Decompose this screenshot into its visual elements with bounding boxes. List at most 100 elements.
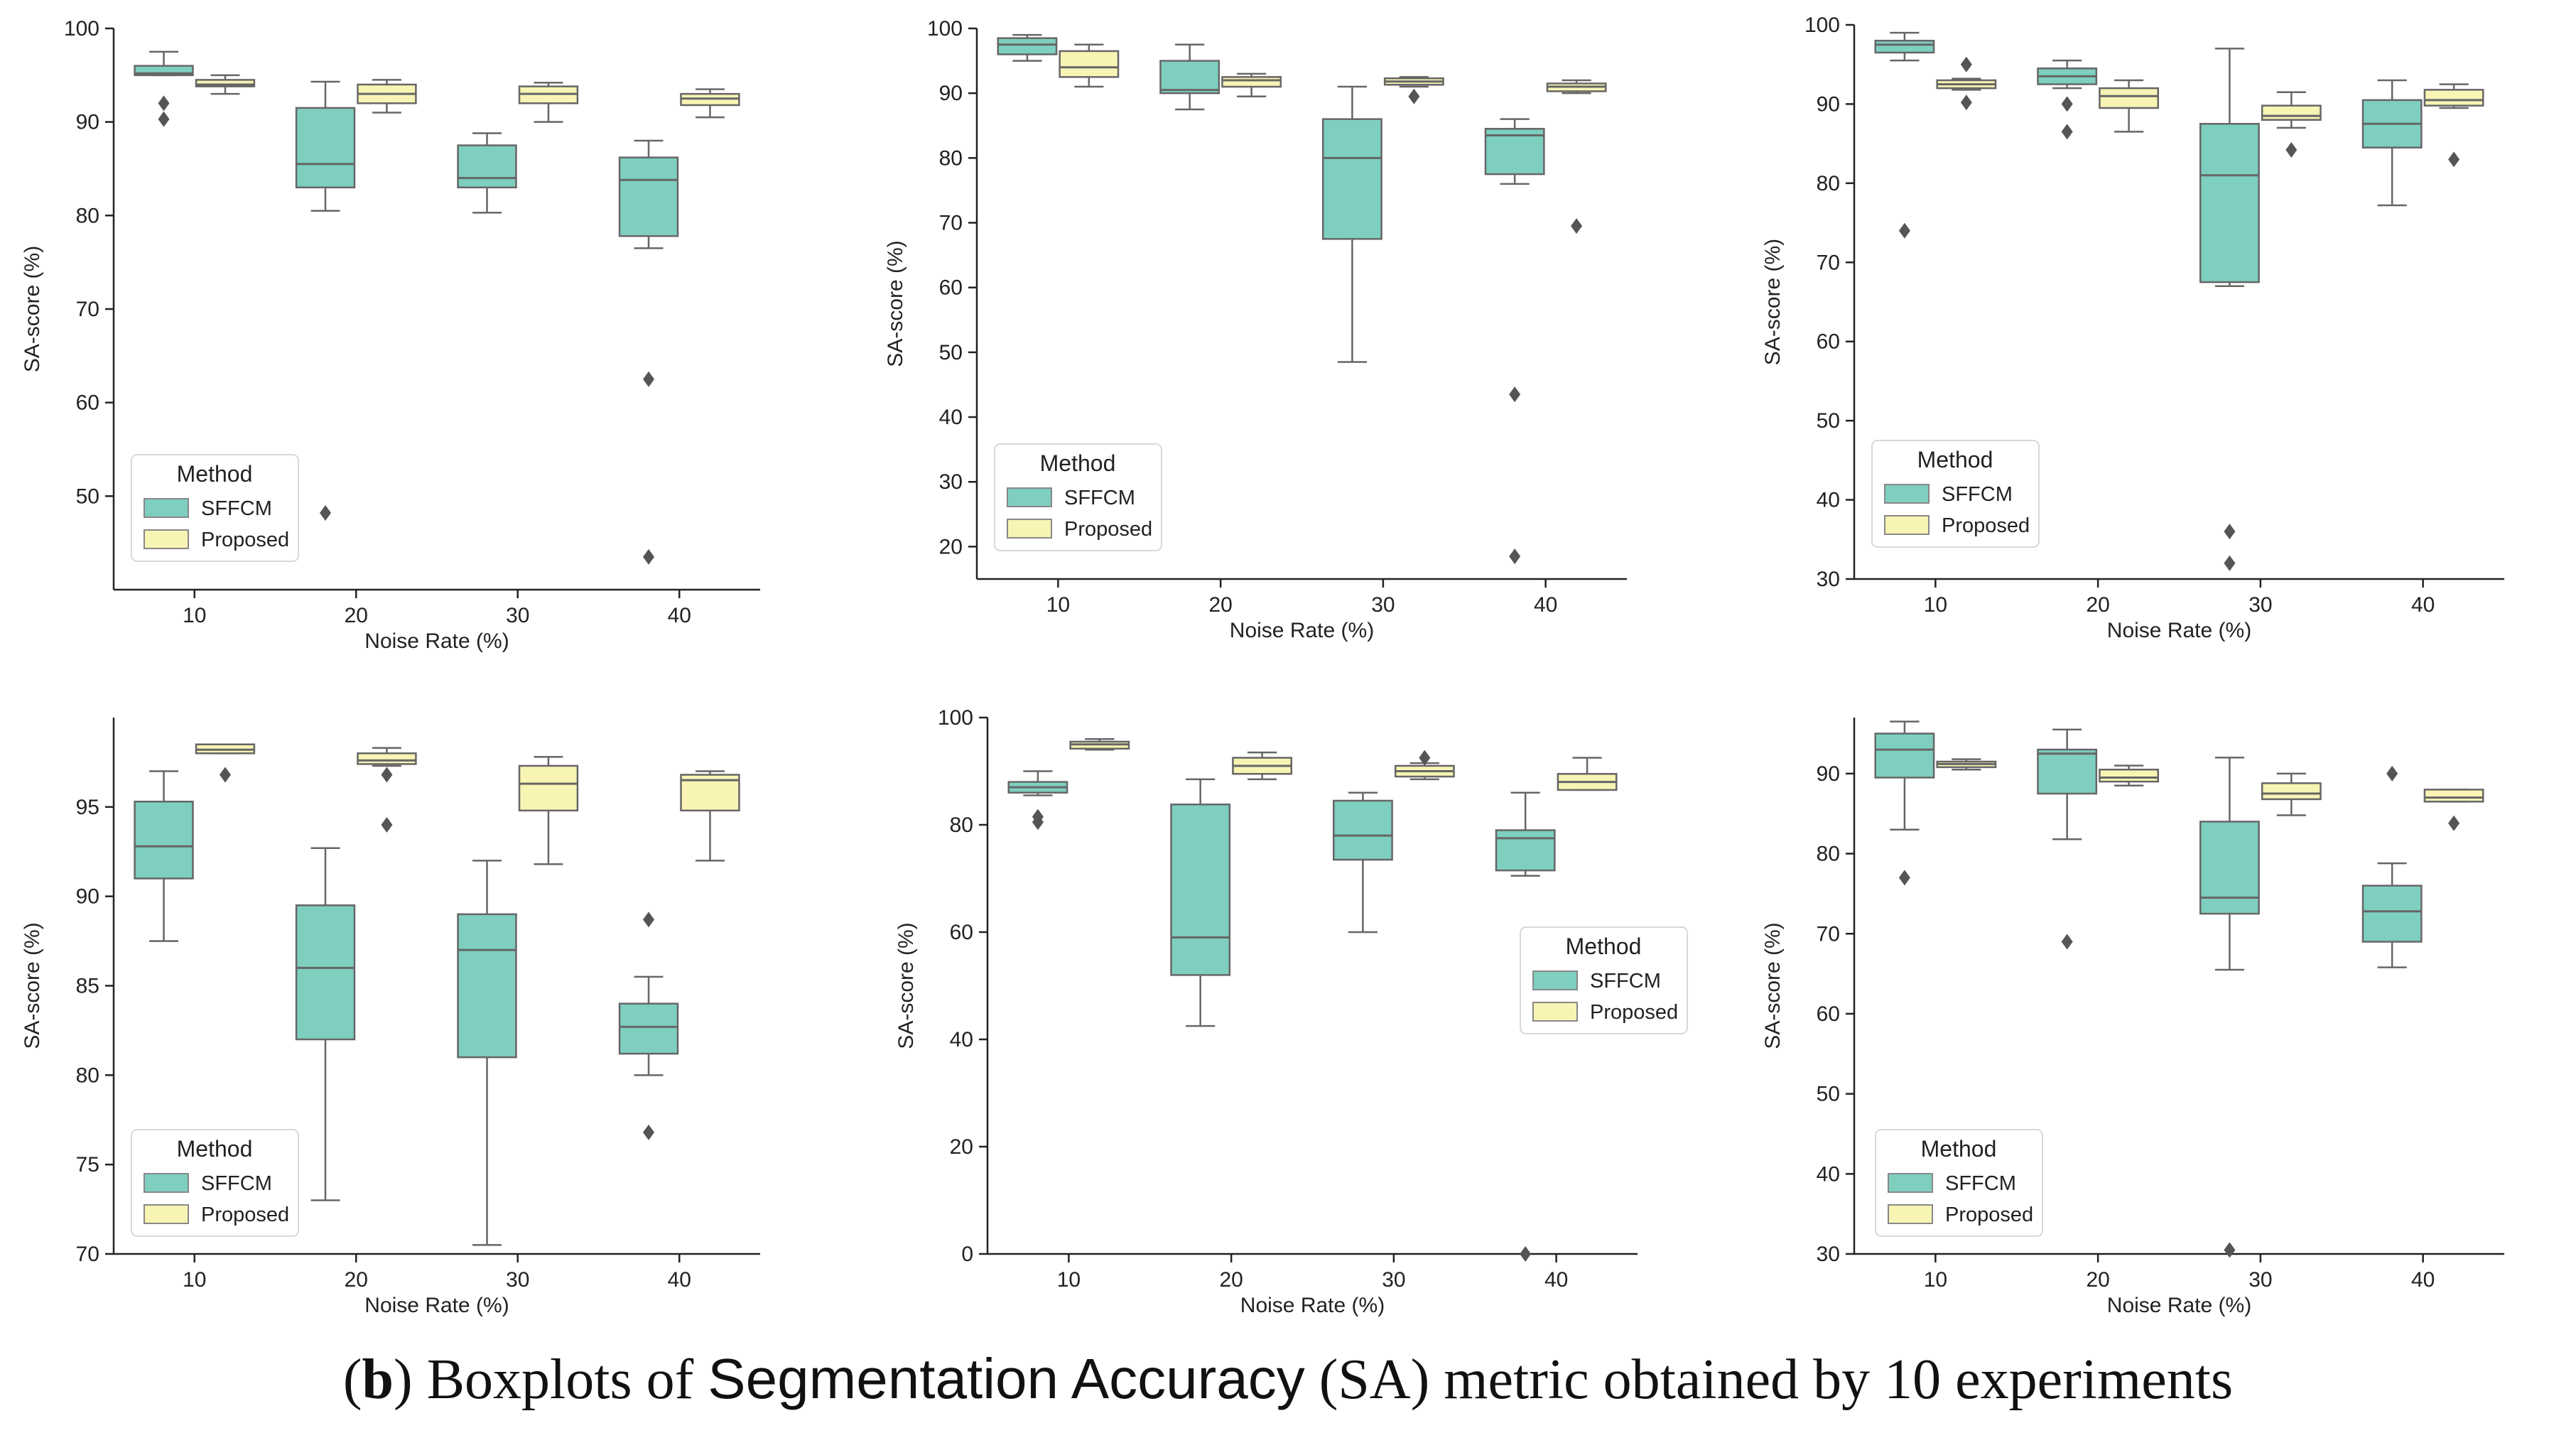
box-sffcm-20 (2037, 59, 2098, 140)
iqr-box (518, 764, 579, 812)
legend-label-sffcm: SFFCM (1942, 483, 2013, 506)
y-axis-label: SA-score (%) (21, 246, 44, 372)
y-tick-label: 80 (76, 204, 99, 227)
x-axis-label: Noise Rate (%) (2107, 619, 2251, 642)
chart-panel-2: 20 30 40 50 60 70 80 90 100 10 20 30 40 Noise Rate (%… (884, 17, 1627, 642)
box-proposed-40 (2423, 83, 2484, 168)
iqr-box (295, 904, 356, 1041)
box-proposed-30 (2261, 91, 2322, 158)
caption-suffix: (SA) metric obtained by 10 experiments (1304, 1348, 2234, 1411)
box-proposed-40 (680, 770, 740, 862)
y-tick-label: 80 (1817, 172, 1840, 195)
box-sffcm-10 (1874, 720, 1935, 886)
x-tick-label: 40 (1544, 1268, 1568, 1292)
outlier-point (158, 95, 170, 112)
box-proposed-20 (357, 747, 417, 833)
box-sffcm-20 (2037, 728, 2098, 950)
iqr-box (618, 1002, 679, 1055)
y-tick-label: 50 (1817, 1083, 1840, 1106)
legend-label-proposed: Proposed (1945, 1204, 2033, 1226)
outlier-point (2061, 934, 2073, 950)
iqr-box (1874, 40, 1935, 54)
x-tick-label: 40 (2411, 1268, 2435, 1292)
legend-swatch-proposed (144, 1204, 189, 1224)
legend-swatch-sffcm (144, 498, 189, 518)
iqr-box (2423, 789, 2484, 803)
y-tick-label: 0 (961, 1243, 973, 1266)
y-tick-label: 30 (939, 470, 963, 494)
iqr-box (1321, 118, 1382, 240)
outlier-point (643, 548, 655, 565)
legend-title: Method (1566, 934, 1642, 959)
box-proposed-20 (1221, 72, 1282, 97)
y-axis-label: SA-score (%) (894, 922, 918, 1049)
box-proposed-20 (2099, 79, 2160, 133)
legend-title: Method (177, 1136, 253, 1162)
legend: Method SFFCM Proposed (994, 443, 1162, 551)
outlier-point (219, 767, 231, 783)
caption-prefix: ) Boxplots of (394, 1348, 708, 1411)
outlier-point (1419, 750, 1431, 766)
legend-title: Method (177, 461, 253, 487)
iqr-box (2361, 885, 2423, 943)
figure-caption: (b) Boxplots of Segmentation Accuracy (S… (0, 1346, 2576, 1412)
outlier-point (381, 767, 393, 783)
box-sffcm-40 (1484, 118, 1545, 565)
legend-label-proposed: Proposed (1590, 1001, 1678, 1024)
box-sffcm-10 (134, 770, 194, 942)
legend-swatch-proposed (1884, 515, 1930, 535)
y-tick-label: 90 (939, 82, 963, 105)
legend: Method SFFCM Proposed (1875, 1129, 2043, 1237)
y-tick-label: 20 (950, 1135, 973, 1159)
legend-swatch-proposed (1007, 519, 1052, 539)
legend-title: Method (1917, 447, 1993, 472)
legend-label-sffcm: SFFCM (1945, 1172, 2016, 1195)
box-proposed-20 (1232, 751, 1293, 781)
iqr-box (1059, 50, 1120, 78)
x-tick-label: 20 (1208, 593, 1232, 617)
x-tick-label: 10 (1924, 593, 1947, 617)
outlier-point (1408, 88, 1420, 104)
y-tick-label: 80 (950, 813, 973, 837)
y-tick-label: 60 (1817, 1002, 1840, 1026)
iqr-box (1332, 799, 1393, 861)
y-tick-label: 80 (1817, 843, 1840, 866)
x-axis-label: Noise Rate (%) (364, 629, 509, 653)
x-tick-label: 40 (1534, 593, 1557, 617)
x-tick-label: 10 (1057, 1268, 1081, 1292)
x-tick-label: 30 (1382, 1268, 1405, 1292)
outlier-point (2061, 96, 2073, 112)
caption-open-paren: ( (342, 1348, 362, 1411)
y-tick-label: 40 (939, 406, 963, 429)
legend: Method SFFCM Proposed (131, 1129, 299, 1237)
outlier-point (2448, 815, 2460, 831)
iqr-box (1221, 76, 1282, 88)
legend-swatch-proposed (144, 529, 189, 549)
iqr-box (1159, 60, 1221, 94)
y-tick-label: 70 (1817, 922, 1840, 946)
outlier-point (2224, 1242, 2236, 1258)
box-proposed-10 (1059, 43, 1120, 88)
y-tick-label: 95 (76, 796, 99, 819)
box-sffcm-20 (1170, 778, 1231, 1027)
box-proposed-10 (195, 743, 256, 783)
y-tick-label: 50 (76, 485, 99, 508)
chart-panel-3: 30 40 50 60 70 80 90 100 10 20 30 40 Noise Rate (%) S… (1761, 13, 2504, 642)
box-sffcm-10 (997, 33, 1058, 62)
x-tick-label: 40 (668, 604, 691, 627)
iqr-box (2423, 89, 2484, 107)
x-tick-label: 30 (2248, 1268, 2272, 1292)
iqr-box (2037, 748, 2098, 795)
iqr-box (1874, 732, 1935, 779)
y-axis-label: SA-score (%) (1761, 922, 1785, 1049)
y-axis-label: SA-score (%) (21, 922, 44, 1049)
y-tick-label: 20 (939, 535, 963, 558)
x-axis-label: Noise Rate (%) (364, 1294, 509, 1317)
y-tick-label: 100 (938, 706, 973, 730)
chart-panel-5: 0 20 40 60 80 100 10 20 30 40 Noise Rate (%) SA-sco… (894, 706, 1688, 1317)
outlier-point (320, 505, 332, 521)
box-sffcm-30 (457, 860, 517, 1246)
iqr-box (457, 144, 517, 189)
y-tick-label: 30 (1817, 1243, 1840, 1266)
x-tick-label: 30 (2248, 593, 2272, 617)
